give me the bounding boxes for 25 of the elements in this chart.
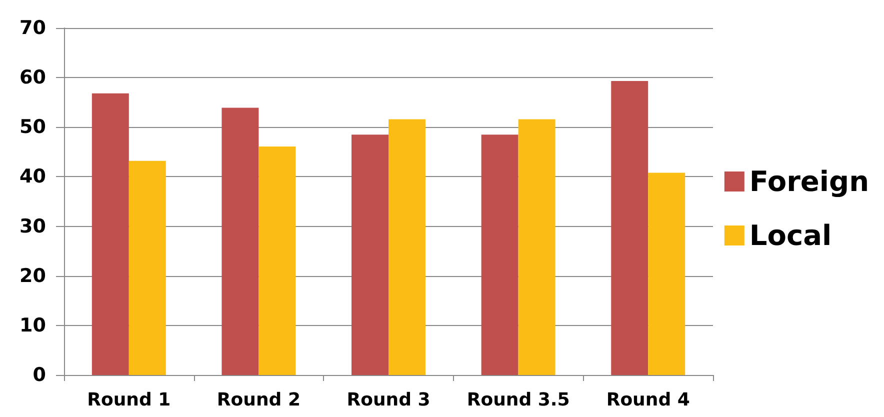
bar bbox=[352, 134, 388, 375]
y-tick-label: 0 bbox=[32, 364, 46, 386]
bar bbox=[128, 160, 166, 375]
legend-label: Foreign bbox=[749, 165, 870, 198]
x-tick-label: Round 3.5 bbox=[466, 390, 570, 410]
y-tick-label: 40 bbox=[20, 166, 46, 188]
y-tick-label: 70 bbox=[20, 17, 46, 39]
bar bbox=[222, 108, 259, 375]
bar bbox=[258, 146, 296, 375]
bar bbox=[648, 172, 686, 375]
y-tick-label: 30 bbox=[20, 215, 46, 238]
y-tick-label: 60 bbox=[20, 66, 46, 89]
bar bbox=[481, 134, 518, 375]
x-tick-label: Round 4 bbox=[606, 390, 690, 410]
x-tick-label: Round 2 bbox=[216, 390, 300, 410]
y-tick-label: 10 bbox=[20, 314, 46, 336]
x-tick-label: Round 3 bbox=[346, 390, 430, 410]
legend-label: Local bbox=[749, 219, 832, 252]
x-tick-label: Round 1 bbox=[87, 390, 171, 410]
bar bbox=[611, 81, 648, 375]
y-tick-label: 20 bbox=[20, 264, 46, 287]
bar bbox=[92, 93, 129, 375]
y-tick-label: 50 bbox=[20, 116, 46, 138]
bar bbox=[388, 119, 426, 375]
bar bbox=[518, 119, 556, 375]
